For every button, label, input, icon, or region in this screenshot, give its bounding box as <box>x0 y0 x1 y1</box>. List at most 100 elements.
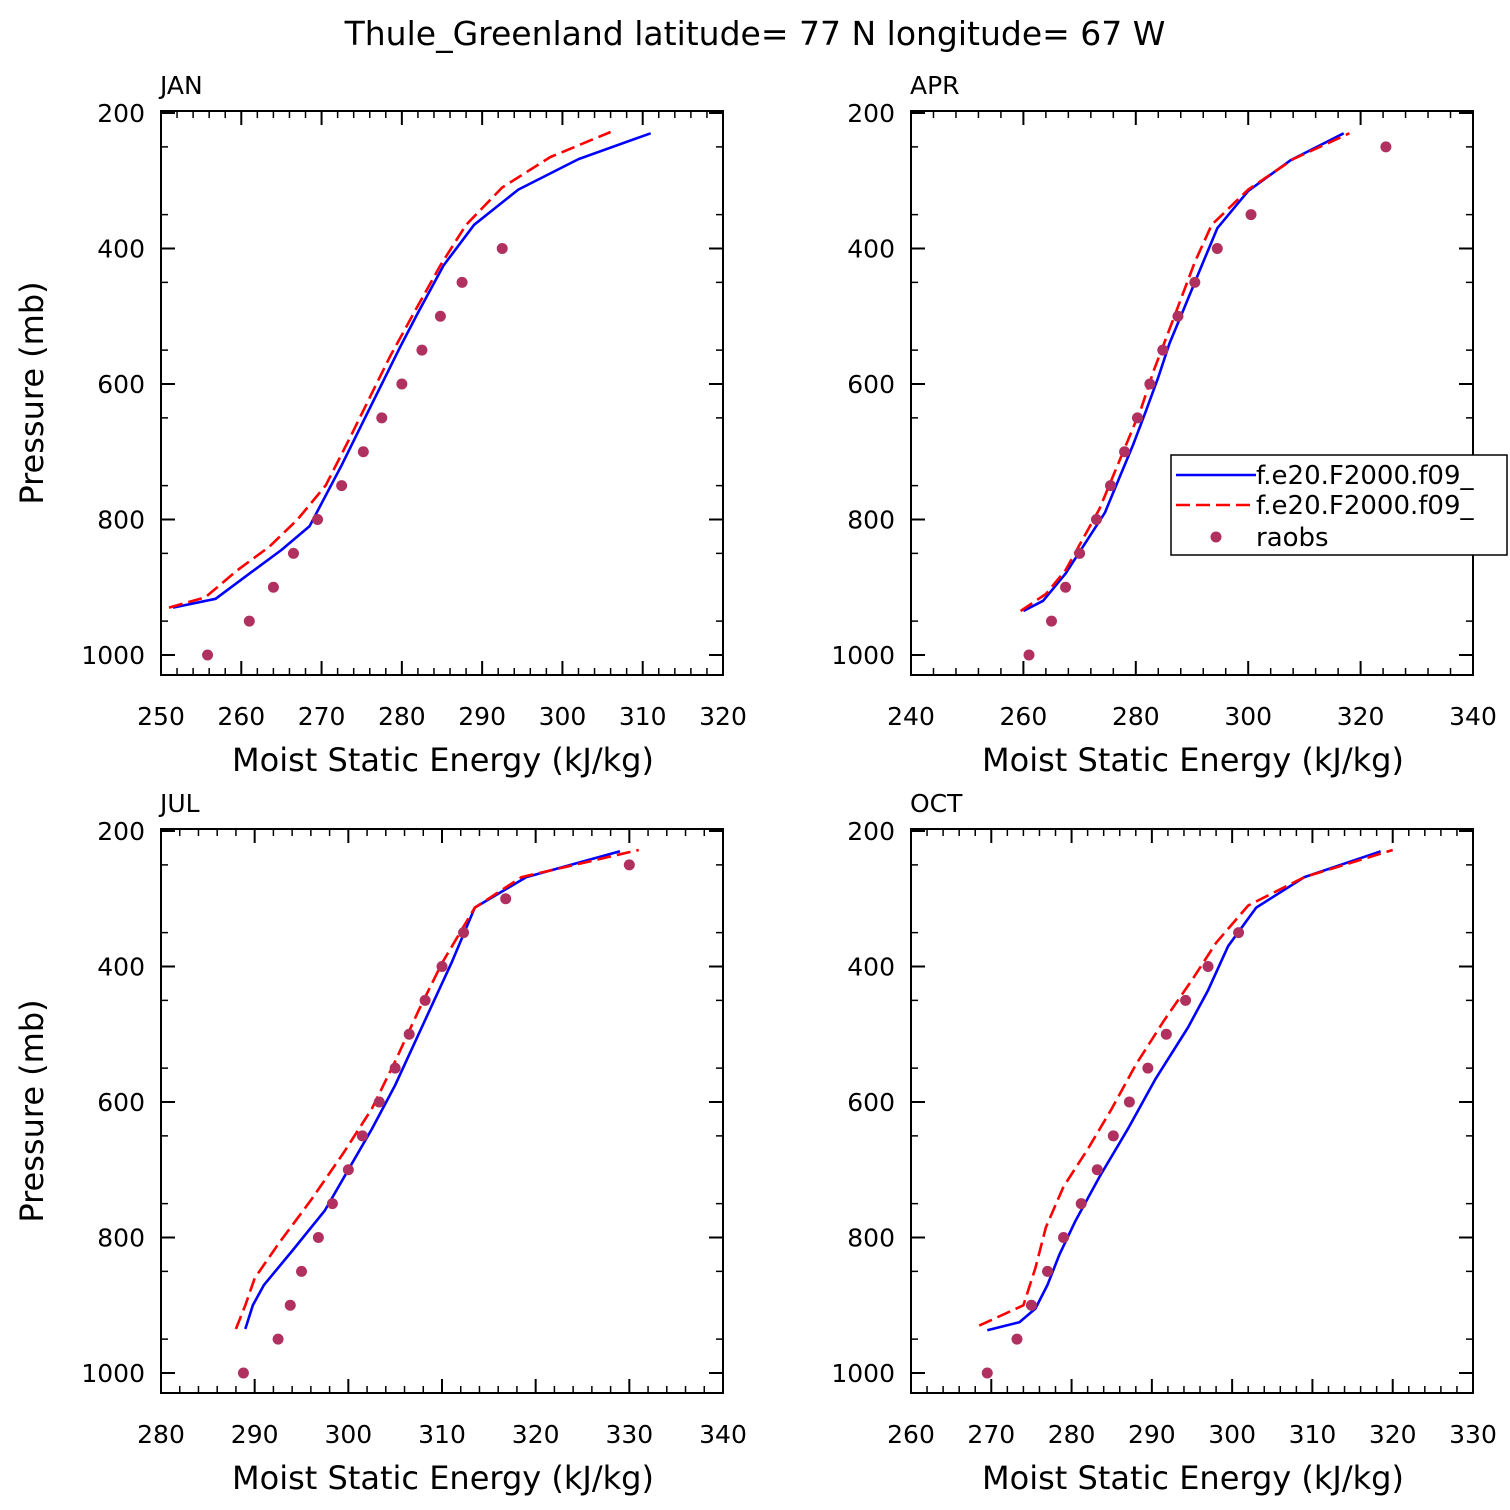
x-tick-label: 240 <box>887 702 935 731</box>
legend-label: f.e20.F2000.f09_ <box>1256 491 1474 521</box>
x-tick-label: 320 <box>1369 1420 1417 1449</box>
raobs-point <box>312 1232 324 1243</box>
legend-marker <box>1210 531 1222 543</box>
raobs-point <box>1144 378 1156 390</box>
x-tick-label: 320 <box>1337 702 1385 731</box>
y-tick-label: 600 <box>847 370 895 399</box>
y-tick-label: 200 <box>97 99 145 128</box>
y-tick-label: 800 <box>97 506 145 535</box>
raobs-point <box>1090 514 1102 525</box>
y-tick-label: 800 <box>847 506 895 535</box>
y-tick-label: 600 <box>97 1088 145 1117</box>
x-tick-label: 340 <box>699 1420 747 1449</box>
raobs-point <box>496 243 508 254</box>
raobs-point <box>272 1333 284 1345</box>
raobs-point <box>1245 209 1257 221</box>
raobs-point <box>1211 243 1223 254</box>
raobs-point <box>1023 649 1035 661</box>
raobs-point <box>237 1367 249 1379</box>
raobs-point <box>436 961 448 972</box>
raobs-point <box>357 446 369 458</box>
raobs-point <box>1074 547 1086 559</box>
raobs-point <box>1025 1299 1037 1311</box>
x-tick-label: 260 <box>217 702 265 731</box>
y-tick-label: 1000 <box>831 641 895 670</box>
legend-label: raobs <box>1256 523 1329 553</box>
y-tick-label: 200 <box>97 817 145 846</box>
legend-label: f.e20.F2000.f09_ <box>1256 461 1474 491</box>
y-tick-label: 400 <box>97 235 145 264</box>
y-tick-label: 400 <box>847 953 895 982</box>
raobs-point <box>1202 961 1214 972</box>
x-tick-label: 320 <box>512 1420 560 1449</box>
raobs-point <box>1189 276 1201 288</box>
raobs-point <box>396 378 408 390</box>
raobs-point <box>336 480 348 492</box>
x-tick-label: 300 <box>324 1420 372 1449</box>
raobs-point <box>623 859 635 871</box>
x-tick-label: 270 <box>967 1420 1015 1449</box>
raobs-point <box>1119 446 1131 458</box>
raobs-point <box>389 1062 401 1074</box>
y-tick-label: 600 <box>97 370 145 399</box>
x-tick-label: 310 <box>1289 1420 1337 1449</box>
raobs-point <box>1075 1198 1087 1210</box>
y-tick-label: 200 <box>847 99 895 128</box>
y-tick-label: 400 <box>97 953 145 982</box>
model-line-dashed <box>234 848 639 1330</box>
y-tick-label: 800 <box>847 1224 895 1253</box>
panel-label: OCT <box>910 789 963 818</box>
x-tick-label: 270 <box>298 702 346 731</box>
raobs-point <box>1233 927 1245 939</box>
raobs-point <box>373 1096 385 1108</box>
model-line-solid <box>244 850 621 1330</box>
x-tick-label: 310 <box>418 1420 466 1449</box>
raobs-point <box>296 1265 307 1277</box>
raobs-point <box>458 927 470 939</box>
x-tick-label: 280 <box>1112 702 1160 731</box>
x-axis-title: Moist Static Energy (kJ/kg) <box>232 741 654 779</box>
y-tick-label: 800 <box>97 1224 145 1253</box>
x-tick-label: 280 <box>1048 1420 1096 1449</box>
y-tick-label: 1000 <box>81 1359 145 1388</box>
raobs-point <box>202 649 214 661</box>
raobs-point <box>1172 310 1184 322</box>
x-tick-label: 330 <box>1449 1420 1497 1449</box>
panel-apr: APR 240 260 280 300 320 340 200 400 600 800 1000 Moi… <box>831 71 1496 779</box>
raobs-point <box>243 615 255 627</box>
raobs-point <box>267 581 279 593</box>
y-axis-title: Pressure (mb) <box>13 999 51 1222</box>
x-tick-label: 330 <box>605 1420 653 1449</box>
raobs-point <box>376 412 388 424</box>
legend: f.e20.F2000.f09_f.e20.F2000.f09_raobs <box>1170 454 1508 556</box>
raobs-point <box>500 893 512 905</box>
raobs-point <box>326 1198 338 1210</box>
x-axis-title: Moist Static Energy (kJ/kg) <box>232 1459 654 1497</box>
y-axis-title: Pressure (mb) <box>13 281 51 504</box>
x-tick-label: 290 <box>231 1420 279 1449</box>
raobs-point <box>356 1130 368 1142</box>
raobs-point <box>1380 141 1392 153</box>
y-tick-label: 600 <box>847 1088 895 1117</box>
plot-frame <box>910 110 1474 676</box>
y-tick-label: 1000 <box>81 641 145 670</box>
panel-jan: JAN 250 260 270 280 290 300 310 320 200 400 600 800 1… <box>13 71 747 779</box>
raobs-point <box>419 994 431 1006</box>
panel-label: JUL <box>158 789 200 818</box>
raobs-point <box>1046 615 1057 627</box>
raobs-point <box>416 344 428 356</box>
model-line-solid <box>986 850 1382 1332</box>
x-tick-label: 310 <box>619 702 667 731</box>
raobs-point <box>1058 1232 1070 1243</box>
model-line-dashed <box>978 848 1394 1327</box>
x-axis-title: Moist Static Energy (kJ/kg) <box>982 741 1404 779</box>
raobs-point <box>403 1028 415 1040</box>
panel-jul: JUL 280 290 300 310 320 330 340 200 400 600 800 1000… <box>13 789 747 1497</box>
y-tick-label: 200 <box>847 817 895 846</box>
x-tick-label: 320 <box>699 702 747 731</box>
raobs-point <box>1107 1130 1119 1142</box>
raobs-point <box>434 310 446 322</box>
raobs-point <box>342 1164 354 1176</box>
x-tick-label: 260 <box>887 1420 935 1449</box>
y-tick-label: 1000 <box>831 1359 895 1388</box>
